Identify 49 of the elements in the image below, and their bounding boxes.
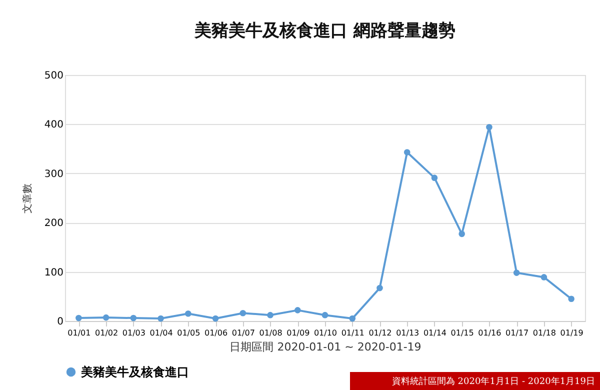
point <box>486 124 492 130</box>
x-tick-label: 01/15 <box>450 328 474 338</box>
x-tick-label: 01/09 <box>286 328 310 338</box>
legend-label: 美豬美牛及核食進口 <box>80 365 189 379</box>
y-tick-label: 0 <box>57 316 64 328</box>
x-tick-label: 01/19 <box>560 328 584 338</box>
x-tick-label: 01/05 <box>177 328 200 338</box>
x-tick-label: 01/02 <box>95 328 118 338</box>
point <box>458 230 466 238</box>
x-tick-label: 01/01 <box>68 328 91 338</box>
point <box>568 296 574 302</box>
point <box>349 315 356 322</box>
x-tick-label: 01/08 <box>259 328 282 338</box>
x-tick-label: 01/14 <box>423 328 447 338</box>
point <box>513 270 520 276</box>
y-tick-label: 300 <box>44 168 64 180</box>
x-tick-label: 01/07 <box>232 328 255 338</box>
point <box>267 312 274 318</box>
y-tick-label: 500 <box>44 70 64 82</box>
point <box>376 284 383 292</box>
x-tick-label: 01/18 <box>532 328 556 338</box>
point <box>130 314 137 322</box>
x-tick-label: 01/13 <box>396 328 420 338</box>
point <box>322 312 328 318</box>
x-tick-label: 01/16 <box>478 328 502 338</box>
point <box>158 315 164 322</box>
point <box>294 307 301 314</box>
point <box>404 149 410 156</box>
chart-title: 美豬美牛及核食進口 網路聲量趨勢 <box>194 21 456 41</box>
point <box>540 274 548 280</box>
point <box>240 310 246 316</box>
point <box>76 314 82 322</box>
point <box>212 315 219 322</box>
point <box>431 174 438 181</box>
x-tick-label: 01/06 <box>204 328 228 338</box>
y-tick-label: 400 <box>44 120 64 131</box>
y-tick-label: 200 <box>44 218 64 230</box>
x-tick-label: 01/17 <box>506 328 529 338</box>
x-tick-label: 01/04 <box>150 328 173 338</box>
x-axis-title: 日期區間 2020-01-01 ~ 2020-01-19 <box>230 340 422 354</box>
x-tick-label: 01/12 <box>368 328 392 338</box>
point <box>184 310 192 317</box>
x-tick-label: 01/10 <box>314 328 338 338</box>
y-axis-title: 文章數 <box>21 184 34 214</box>
point <box>102 314 110 321</box>
text: 資料統計區間為 2020年1月1日 - 2020年1月19日 <box>392 376 595 387</box>
y-tick-label: 100 <box>44 267 64 278</box>
x-tick-label: 01/11 <box>341 328 364 338</box>
x-tick-label: 01/03 <box>122 328 146 338</box>
